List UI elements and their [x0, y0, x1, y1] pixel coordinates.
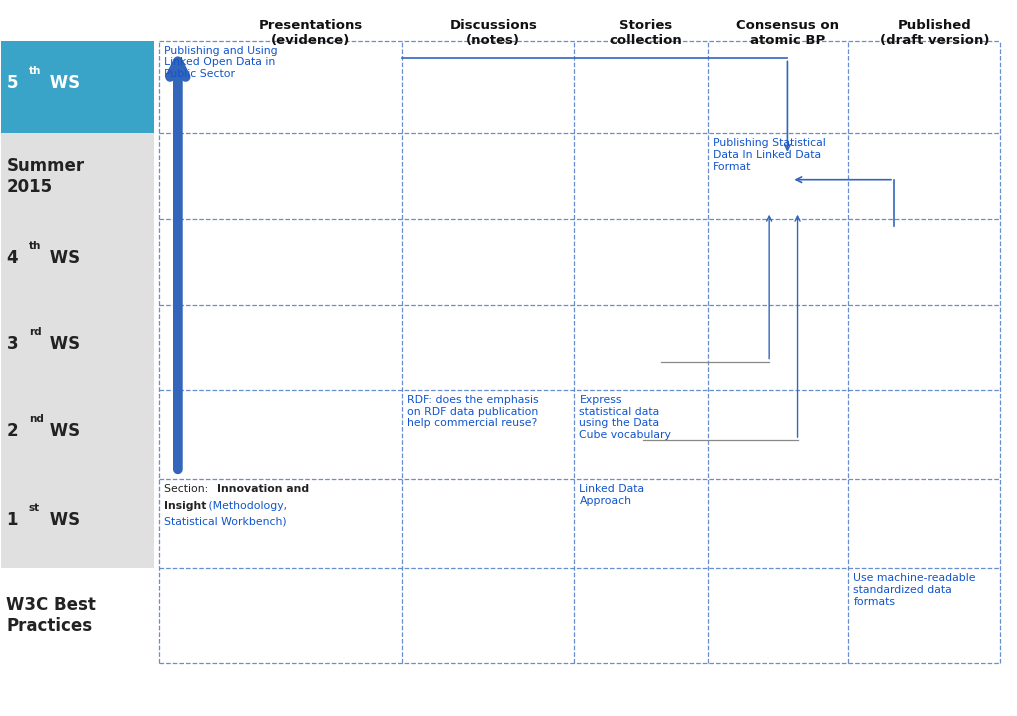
- Bar: [1, 133, 154, 219]
- Text: Innovation and: Innovation and: [218, 484, 309, 494]
- Bar: [1, 219, 154, 304]
- Text: Presentations
(evidence): Presentations (evidence): [258, 19, 363, 47]
- Text: WS: WS: [44, 511, 80, 529]
- Text: 1: 1: [6, 511, 18, 529]
- Text: Section:: Section:: [164, 484, 212, 494]
- Text: WS: WS: [44, 335, 80, 353]
- Text: W3C Best
Practices: W3C Best Practices: [6, 596, 97, 635]
- Text: (Methodology,: (Methodology,: [205, 500, 288, 511]
- Text: Stories
collection: Stories collection: [609, 19, 681, 47]
- Text: Publishing Statistical
Data In Linked Data
Format: Publishing Statistical Data In Linked Da…: [713, 138, 826, 172]
- Text: Published
(draft version): Published (draft version): [880, 19, 990, 47]
- Text: Consensus on
atomic BP: Consensus on atomic BP: [736, 19, 839, 47]
- Text: Linked Data
Approach: Linked Data Approach: [580, 484, 645, 505]
- Bar: [1, 479, 154, 569]
- Text: WS: WS: [44, 422, 80, 440]
- Text: rd: rd: [28, 326, 42, 337]
- Text: Insight: Insight: [164, 500, 206, 511]
- Text: Publishing and Using
Linked Open Data in
Public Sector: Publishing and Using Linked Open Data in…: [164, 46, 278, 79]
- Bar: [1, 569, 154, 663]
- Text: Use machine-readable
standardized data
formats: Use machine-readable standardized data f…: [853, 574, 976, 606]
- Text: WS: WS: [44, 249, 80, 267]
- Text: Statistical Workbench): Statistical Workbench): [164, 516, 287, 526]
- Text: th: th: [28, 67, 41, 77]
- Text: 5: 5: [6, 74, 18, 92]
- Text: 3: 3: [6, 335, 18, 353]
- Bar: [1, 304, 154, 390]
- Text: RDF: does the emphasis
on RDF data publication
help commercial reuse?: RDF: does the emphasis on RDF data publi…: [407, 395, 539, 428]
- Text: Discussions
(notes): Discussions (notes): [450, 19, 537, 47]
- Text: 4: 4: [6, 249, 18, 267]
- Bar: [1, 390, 154, 479]
- Text: nd: nd: [28, 414, 44, 424]
- Text: Summer
2015: Summer 2015: [6, 157, 84, 195]
- Text: th: th: [28, 241, 41, 251]
- Text: 2: 2: [6, 422, 18, 440]
- Text: st: st: [28, 503, 40, 513]
- Bar: [1, 41, 154, 133]
- Text: Express
statistical data
using the Data
Cube vocabulary: Express statistical data using the Data …: [580, 395, 671, 440]
- Text: WS: WS: [44, 74, 80, 92]
